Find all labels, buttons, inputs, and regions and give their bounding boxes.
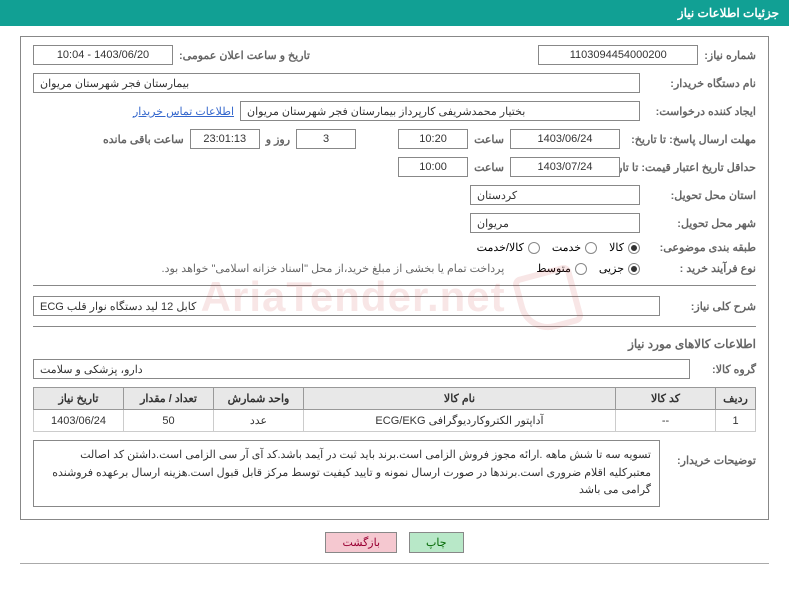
response-deadline-label: مهلت ارسال پاسخ: تا تاریخ:	[626, 133, 756, 146]
divider-1	[33, 285, 756, 286]
main-form-container: شماره نیاز: 1103094454000200 تاریخ و ساع…	[20, 36, 769, 520]
table-header-row: ردیف کد کالا نام کالا واحد شمارش تعداد /…	[34, 388, 756, 410]
table-row: 1 -- آداپتور الکتروکاردیوگرافی ECG/EKG ع…	[34, 410, 756, 432]
requester-value: بختیار محمدشریفی کارپرداز بیمارستان فجر …	[240, 101, 640, 121]
radio-medium-label: متوسط	[536, 262, 571, 275]
th-row: ردیف	[716, 388, 756, 410]
row-delivery-province: استان محل تحویل: کردستان	[33, 185, 756, 205]
footer-divider	[20, 563, 769, 564]
row-general-desc: شرح کلی نیاز: کابل 12 لید دستگاه نوار قل…	[33, 296, 756, 316]
goods-group-label: گروه کالا:	[696, 363, 756, 376]
buyer-notes-text: تسویه سه تا شش ماهه .ارائه مجوز فروش الز…	[33, 440, 660, 507]
radio-minor[interactable]: جزیی	[599, 262, 640, 275]
row-subject-category: طبقه بندی موضوعی: کالا خدمت کالا/خدمت	[33, 241, 756, 254]
response-deadline-date: 1403/06/24	[510, 129, 620, 149]
general-desc-value: کابل 12 لید دستگاه نوار قلب ECG	[33, 296, 660, 316]
purchase-process-note: پرداخت تمام یا بخشی از مبلغ خرید،از محل …	[162, 262, 505, 275]
row-purchase-process: نوع فرآیند خرید : جزیی متوسط پرداخت تمام…	[33, 262, 756, 275]
radio-service-label: خدمت	[552, 241, 581, 254]
td-date: 1403/06/24	[34, 410, 124, 432]
purchase-process-group: جزیی متوسط	[536, 262, 640, 275]
need-number-label: شماره نیاز:	[704, 49, 756, 62]
th-unit: واحد شمارش	[214, 388, 304, 410]
row-delivery-city: شهر محل تحویل: مریوان	[33, 213, 756, 233]
need-number-value: 1103094454000200	[538, 45, 698, 65]
row-response-deadline: مهلت ارسال پاسخ: تا تاریخ: 1403/06/24 سا…	[33, 129, 756, 149]
price-validity-date: 1403/07/24	[510, 157, 620, 177]
subject-category-label: طبقه بندی موضوعی:	[646, 241, 756, 254]
row-need-number: شماره نیاز: 1103094454000200 تاریخ و ساع…	[33, 45, 756, 65]
radio-minor-icon	[628, 263, 640, 275]
goods-section-title: اطلاعات کالاهای مورد نیاز	[33, 337, 756, 351]
price-validity-time-label: ساعت	[474, 161, 504, 174]
delivery-province-value: کردستان	[470, 185, 640, 205]
row-buyer-org: نام دستگاه خریدار: بیمارستان فجر شهرستان…	[33, 73, 756, 93]
buyer-org-label: نام دستگاه خریدار:	[646, 77, 756, 90]
page-title: جزئیات اطلاعات نیاز	[678, 6, 779, 20]
goods-group-value: دارو، پزشکی و سلامت	[33, 359, 690, 379]
countdown-time: 23:01:13	[190, 129, 260, 149]
radio-goods-service-label: کالا/خدمت	[477, 241, 524, 254]
goods-table: ردیف کد کالا نام کالا واحد شمارش تعداد /…	[33, 387, 756, 432]
price-validity-time: 10:00	[398, 157, 468, 177]
days-suffix: روز و	[266, 133, 290, 146]
delivery-city-value: مریوان	[470, 213, 640, 233]
buyer-notes-label: توضیحات خریدار:	[666, 440, 756, 467]
remaining-days: 3	[296, 129, 356, 149]
delivery-city-label: شهر محل تحویل:	[646, 217, 756, 230]
radio-goods-service-icon	[528, 242, 540, 254]
print-button[interactable]: چاپ	[409, 532, 464, 553]
radio-service-icon	[585, 242, 597, 254]
back-button[interactable]: بازگشت	[325, 532, 397, 553]
buyer-org-value: بیمارستان فجر شهرستان مریوان	[33, 73, 640, 93]
th-qty: تعداد / مقدار	[124, 388, 214, 410]
radio-goods[interactable]: کالا	[609, 241, 640, 254]
general-desc-label: شرح کلی نیاز:	[666, 300, 756, 313]
th-code: کد کالا	[616, 388, 716, 410]
radio-goods-label: کالا	[609, 241, 624, 254]
th-date: تاریخ نیاز	[34, 388, 124, 410]
radio-medium[interactable]: متوسط	[536, 262, 587, 275]
divider-2	[33, 326, 756, 327]
row-requester: ایجاد کننده درخواست: بختیار محمدشریفی کا…	[33, 101, 756, 121]
radio-goods-service[interactable]: کالا/خدمت	[477, 241, 540, 254]
td-code: --	[616, 410, 716, 432]
row-price-validity: حداقل تاریخ اعتبار قیمت: تا تاریخ: 1403/…	[33, 157, 756, 177]
purchase-process-label: نوع فرآیند خرید :	[646, 262, 756, 275]
delivery-province-label: استان محل تحویل:	[646, 189, 756, 202]
announce-datetime-value: 1403/06/20 - 10:04	[33, 45, 173, 65]
subject-category-group: کالا خدمت کالا/خدمت	[477, 241, 640, 254]
price-validity-label: حداقل تاریخ اعتبار قیمت: تا تاریخ:	[626, 161, 756, 174]
td-unit: عدد	[214, 410, 304, 432]
button-row: چاپ بازگشت	[0, 532, 789, 553]
remaining-label: ساعت باقی مانده	[103, 133, 184, 146]
td-qty: 50	[124, 410, 214, 432]
response-deadline-time: 10:20	[398, 129, 468, 149]
td-name: آداپتور الکتروکاردیوگرافی ECG/EKG	[304, 410, 616, 432]
requester-label: ایجاد کننده درخواست:	[646, 105, 756, 118]
radio-service[interactable]: خدمت	[552, 241, 597, 254]
radio-minor-label: جزیی	[599, 262, 624, 275]
td-row: 1	[716, 410, 756, 432]
announce-datetime-label: تاریخ و ساعت اعلان عمومی:	[179, 49, 310, 62]
radio-goods-icon	[628, 242, 640, 254]
row-goods-group: گروه کالا: دارو، پزشکی و سلامت	[33, 359, 756, 379]
radio-medium-icon	[575, 263, 587, 275]
response-time-label: ساعت	[474, 133, 504, 146]
page-header: جزئیات اطلاعات نیاز	[0, 0, 789, 26]
buyer-contact-link[interactable]: اطلاعات تماس خریدار	[133, 105, 234, 118]
th-name: نام کالا	[304, 388, 616, 410]
row-buyer-notes: توضیحات خریدار: تسویه سه تا شش ماهه .ارا…	[33, 440, 756, 507]
